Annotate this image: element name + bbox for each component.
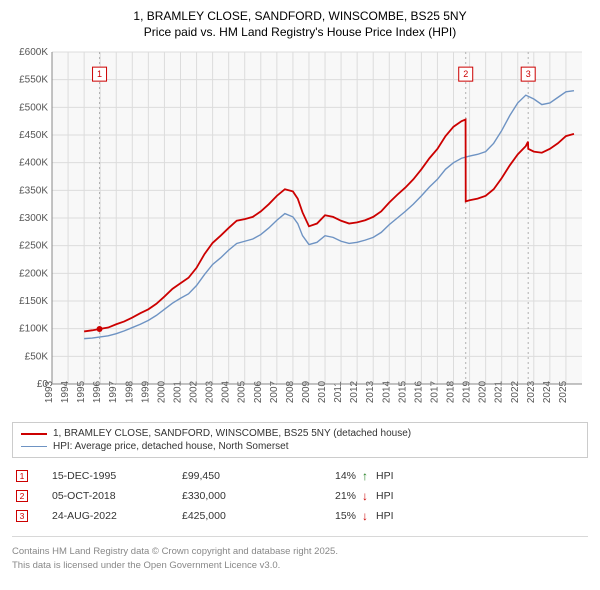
transaction-row: 2 05-OCT-2018£330,00021%↓HPI (12, 486, 588, 506)
txn-marker: 2 (16, 490, 28, 502)
txn-price: £425,000 (182, 510, 302, 522)
svg-text:£550K: £550K (19, 75, 48, 86)
svg-text:£200K: £200K (19, 269, 48, 280)
arrow-icon: ↓ (362, 489, 376, 503)
txn-price: £99,450 (182, 470, 302, 482)
transaction-table: 115-DEC-1995£99,45014%↑HPI205-OCT-2018£3… (12, 466, 588, 526)
svg-text:£150K: £150K (19, 296, 48, 307)
txn-pct: 15% (302, 510, 362, 522)
svg-text:£250K: £250K (19, 241, 48, 252)
txn-date: 15-DEC-1995 (52, 470, 182, 482)
svg-text:£100K: £100K (19, 324, 48, 335)
footer: Contains HM Land Registry data © Crown c… (12, 536, 588, 572)
txn-pct: 21% (302, 490, 362, 502)
transaction-row: 3 24-AUG-2022£425,00015%↓HPI (12, 506, 588, 526)
svg-text:£400K: £400K (19, 158, 48, 169)
svg-text:£50K: £50K (25, 352, 49, 363)
txn-date: 05-OCT-2018 (52, 490, 182, 502)
svg-text:3: 3 (526, 70, 531, 80)
title-block: 1, BRAMLEY CLOSE, SANDFORD, WINSCOMBE, B… (12, 8, 588, 40)
svg-text:£500K: £500K (19, 103, 48, 114)
transaction-row: 1 15-DEC-1995£99,45014%↑HPI (12, 466, 588, 486)
footer-line-1: Contains HM Land Registry data © Crown c… (12, 545, 588, 558)
svg-text:1: 1 (97, 70, 102, 80)
txn-suffix: HPI (376, 490, 394, 502)
legend-swatch (21, 433, 47, 435)
txn-marker: 1 (16, 470, 28, 482)
legend-item: HPI: Average price, detached house, Nort… (21, 440, 579, 453)
chart-container: 1, BRAMLEY CLOSE, SANDFORD, WINSCOMBE, B… (0, 0, 600, 584)
legend-label: HPI: Average price, detached house, Nort… (53, 441, 289, 452)
footer-line-2: This data is licensed under the Open Gov… (12, 559, 588, 572)
title-line-2: Price paid vs. HM Land Registry's House … (12, 24, 588, 40)
svg-text:£600K: £600K (19, 47, 48, 58)
legend: 1, BRAMLEY CLOSE, SANDFORD, WINSCOMBE, B… (12, 422, 588, 458)
svg-text:2: 2 (463, 70, 468, 80)
arrow-icon: ↓ (362, 509, 376, 523)
txn-date: 24-AUG-2022 (52, 510, 182, 522)
chart: £0£50K£100K£150K£200K£250K£300K£350K£400… (12, 46, 588, 414)
legend-label: 1, BRAMLEY CLOSE, SANDFORD, WINSCOMBE, B… (53, 428, 411, 439)
txn-pct: 14% (302, 470, 362, 482)
chart-svg: £0£50K£100K£150K£200K£250K£300K£350K£400… (12, 46, 588, 414)
txn-marker: 3 (16, 510, 28, 522)
svg-text:£300K: £300K (19, 213, 48, 224)
legend-swatch (21, 446, 47, 447)
arrow-icon: ↑ (362, 469, 376, 483)
txn-price: £330,000 (182, 490, 302, 502)
svg-text:£350K: £350K (19, 186, 48, 197)
title-line-1: 1, BRAMLEY CLOSE, SANDFORD, WINSCOMBE, B… (12, 8, 588, 24)
txn-suffix: HPI (376, 510, 394, 522)
svg-text:£450K: £450K (19, 130, 48, 141)
txn-suffix: HPI (376, 470, 394, 482)
legend-item: 1, BRAMLEY CLOSE, SANDFORD, WINSCOMBE, B… (21, 427, 579, 440)
